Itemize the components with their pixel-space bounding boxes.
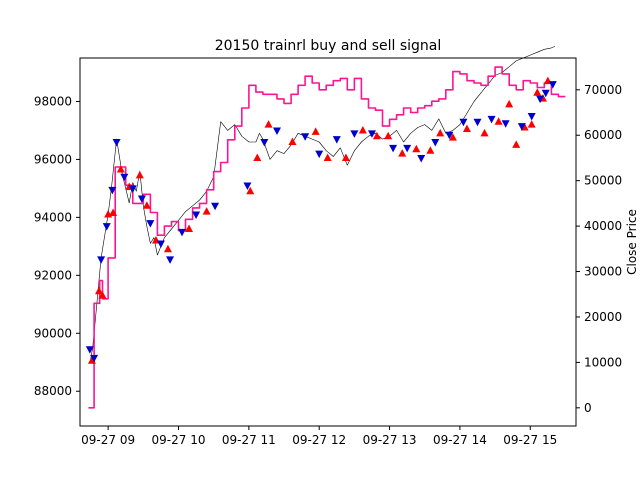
y-right-tick-label: 70000 <box>584 83 622 97</box>
buy-signal-marker <box>494 117 503 125</box>
x-tick-label: 09-27 14 <box>433 433 487 447</box>
sell-signal-marker <box>389 144 398 153</box>
buy-signal-marker <box>341 153 350 161</box>
x-tick-label: 09-27 09 <box>81 433 135 447</box>
y-right-tick-label: 20000 <box>584 310 622 324</box>
sell-signal-marker <box>166 256 175 264</box>
sell-signal-marker <box>178 228 187 237</box>
sell-signal-marker <box>350 130 359 138</box>
sell-signal-marker <box>211 202 220 211</box>
buy-signal-marker <box>533 88 542 96</box>
buy-signal-marker <box>527 120 536 128</box>
y-axis-left: 88000 90000 92000 94000 96000 98000 <box>34 94 80 398</box>
sell-signal-marker <box>315 150 324 159</box>
buy-signal-marker <box>202 207 211 215</box>
buy-signal-marker <box>398 149 407 157</box>
sell-signal-marker <box>128 185 137 193</box>
buy-signal-marker <box>98 291 107 299</box>
buy-signal-marker <box>436 128 445 137</box>
buy-signal-marker <box>94 286 103 295</box>
sell-signal-marker <box>156 240 165 248</box>
buy-signal-marker <box>384 131 393 140</box>
buy-signal-marker <box>264 120 273 128</box>
buy-signal-marker <box>412 144 421 153</box>
buy-signal-marker <box>135 170 144 179</box>
sell-signal-marker <box>431 139 440 147</box>
buy-signal-marker <box>426 146 435 154</box>
sell-signal-marker <box>243 182 252 190</box>
buy-signal-marker <box>323 153 332 161</box>
series-line-close <box>90 46 556 360</box>
buy-signal-marker <box>512 140 521 148</box>
buy-signal-marker <box>116 165 125 173</box>
sell-signal-marker <box>417 154 426 163</box>
buy-signal-marker <box>142 201 151 209</box>
sell-signal-marker <box>85 346 94 354</box>
buy-signal-marker <box>448 133 457 141</box>
sell-signal-marker <box>120 173 129 182</box>
x-tick-label: 09-27 11 <box>222 433 276 447</box>
y-left-tick-label: 88000 <box>34 384 72 398</box>
y-left-tick-label: 90000 <box>34 326 72 340</box>
y-axis-right: 0 10000 20000 30000 40000 50000 60000 70000 <box>576 83 622 415</box>
sell-signal-marker <box>403 144 412 153</box>
sell-signal-marker <box>260 139 269 147</box>
x-tick-label: 09-27 15 <box>503 433 557 447</box>
sell-signal-marker <box>541 89 550 98</box>
plot-area <box>85 46 566 409</box>
sell-signal-marker <box>272 127 281 135</box>
buy-signal-marker <box>109 208 118 217</box>
sell-signal-marker <box>301 133 310 141</box>
x-tick-label: 09-27 10 <box>152 433 206 447</box>
sell-signal-marker <box>536 95 545 104</box>
y-left-tick-label: 94000 <box>34 210 72 224</box>
buy-signal-marker <box>288 137 297 146</box>
sell-signal-marker <box>459 118 468 127</box>
y-right-tick-label: 60000 <box>584 128 622 142</box>
y-right-tick-label: 0 <box>584 401 592 415</box>
chart-title: 20150 trainrl buy and sell signal <box>215 38 442 54</box>
sell-signal-marker <box>112 139 121 147</box>
sell-signal-marker <box>548 81 557 89</box>
y-right-tick-label: 10000 <box>584 355 622 369</box>
buy-signal-marker <box>163 244 172 253</box>
sell-signal-marker <box>501 120 510 128</box>
sell-signal-marker <box>97 256 106 264</box>
buy-signal-marker <box>185 224 194 232</box>
y-right-tick-label: 30000 <box>584 265 622 279</box>
y-left-tick-label: 98000 <box>34 94 72 108</box>
buy-signal-marker <box>358 125 367 134</box>
buy-signal-marker <box>372 131 381 140</box>
buy-signal-marker <box>253 153 262 161</box>
sell-signal-marker <box>137 195 146 204</box>
y-left-tick-label: 96000 <box>34 152 72 166</box>
y-right-tick-label: 40000 <box>584 219 622 233</box>
sell-signal-marker <box>146 220 155 228</box>
sell-signal-marker <box>102 223 111 231</box>
buy-signal-marker <box>462 124 471 132</box>
sell-signal-marker <box>90 354 99 363</box>
x-tick-label: 09-27 12 <box>292 433 346 447</box>
sell-signal-marker <box>473 118 482 127</box>
sell-signal-marker <box>445 131 454 140</box>
sell-signal-marker <box>332 136 341 144</box>
y-axis-right-label: Close Price <box>625 209 639 275</box>
sell-signal-marker <box>487 115 496 124</box>
sell-signal-marker <box>108 186 117 195</box>
plot-frame <box>79 57 577 427</box>
x-tick-label: 09-27 13 <box>363 433 417 447</box>
buy-signal-marker <box>505 99 514 108</box>
y-right-tick-label: 50000 <box>584 174 622 188</box>
x-axis: 09-27 09 09-27 10 09-27 11 09-27 12 09-27 13… <box>81 426 557 447</box>
y-left-tick-label: 92000 <box>34 268 72 282</box>
series-line-magenta <box>88 66 566 409</box>
sell-signal-marker <box>192 211 201 219</box>
sell-signal-marker <box>367 130 376 138</box>
sell-signal-marker <box>527 112 536 121</box>
buy-signal-marker <box>480 128 489 137</box>
sell-signal-marker <box>517 123 526 131</box>
buy-signal-marker <box>311 127 320 135</box>
buy-signal-marker <box>246 186 255 195</box>
